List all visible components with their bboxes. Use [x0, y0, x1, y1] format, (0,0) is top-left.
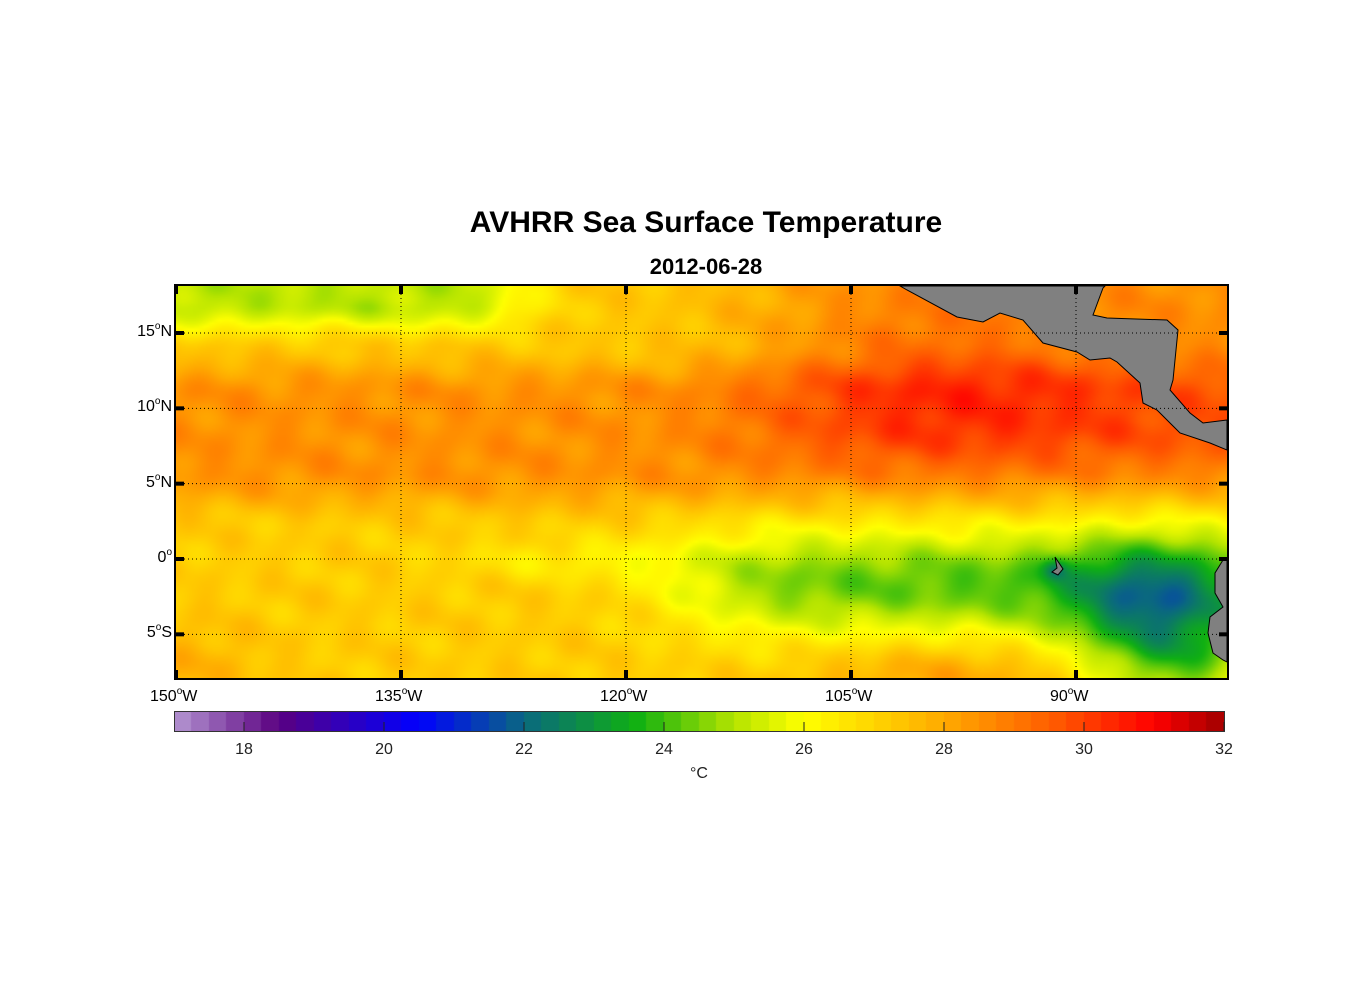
colorbar-border	[174, 711, 1225, 732]
sst-map	[176, 286, 1227, 678]
colorbar-tick-label: 28	[935, 741, 953, 758]
galapagos-land	[1051, 556, 1064, 576]
colorbar-tick-label: 22	[515, 741, 533, 758]
colorbar-tick-label: 18	[235, 741, 253, 758]
central-america-land	[898, 286, 1227, 451]
colorbar-tick-label: 20	[375, 741, 393, 758]
graticule	[176, 286, 1227, 678]
sst-field	[176, 286, 1227, 678]
colorbar-ticks	[174, 711, 1225, 732]
x-tick-label: 105oW	[825, 686, 873, 705]
colorbar-tick-label: 32	[1215, 741, 1233, 758]
chart-title: AVHRR Sea Surface Temperature	[469, 206, 943, 239]
colorbar-unit: °C	[690, 765, 708, 782]
y-tick-label: 10oN	[137, 396, 172, 416]
y-tick-label: 15oN	[137, 321, 172, 340]
y-tick-label: 5oN	[145, 471, 172, 491]
south-america-land	[1207, 557, 1227, 663]
land-layer	[898, 286, 1227, 663]
x-tick-label: 90oW	[1050, 686, 1089, 705]
x-tick-label: 120oW	[600, 686, 648, 705]
x-tick-label: 150oW	[150, 686, 198, 705]
colorbar-tick-label: 24	[655, 741, 673, 758]
y-tick-label: 5oS	[146, 622, 172, 642]
colorbar	[174, 711, 1224, 731]
colorbar-tick-label: 26	[795, 741, 813, 758]
map-overlay	[176, 286, 1227, 678]
colorbar-tick-label: 30	[1075, 741, 1093, 758]
frame-ticks	[176, 286, 1227, 678]
x-tick-label: 135oW	[375, 686, 423, 705]
chart-subtitle: 2012-06-28	[649, 254, 763, 279]
y-tick-label: 0o	[157, 547, 172, 566]
